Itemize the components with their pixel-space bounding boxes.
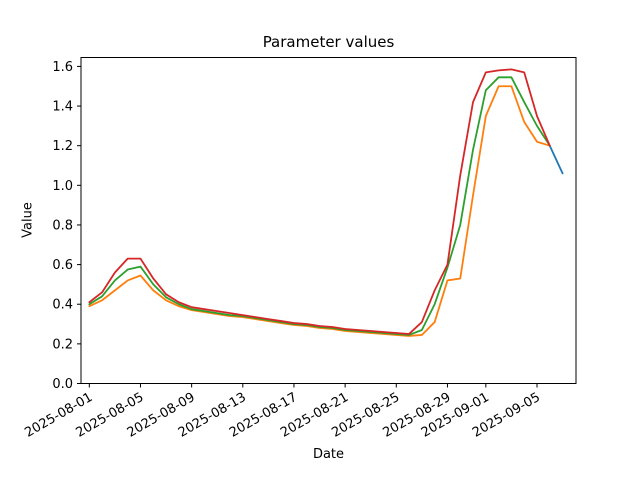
y-tick-label: 1.4 (52, 100, 73, 115)
y-tick-label: 0.8 (52, 218, 73, 233)
y-tick-label: 1.0 (52, 179, 73, 194)
y-tick-label: 0.4 (52, 298, 73, 313)
y-tick-label: 1.6 (52, 60, 73, 75)
series-line-series-orange (88, 85, 551, 337)
chart-title: Parameter values (262, 33, 395, 51)
y-tick-label: 0.2 (52, 337, 73, 352)
series-line-series-blue (548, 144, 564, 175)
y-tick-label: 1.2 (52, 139, 73, 154)
y-tick-label: 0.0 (52, 377, 73, 392)
plot-border (80, 57, 577, 384)
y-axis-label: Value (20, 202, 36, 238)
series-line-series-green (88, 76, 551, 336)
y-tick-label: 0.6 (52, 258, 73, 273)
series-line-series-red (88, 68, 551, 335)
x-axis-label: Date (312, 447, 345, 462)
